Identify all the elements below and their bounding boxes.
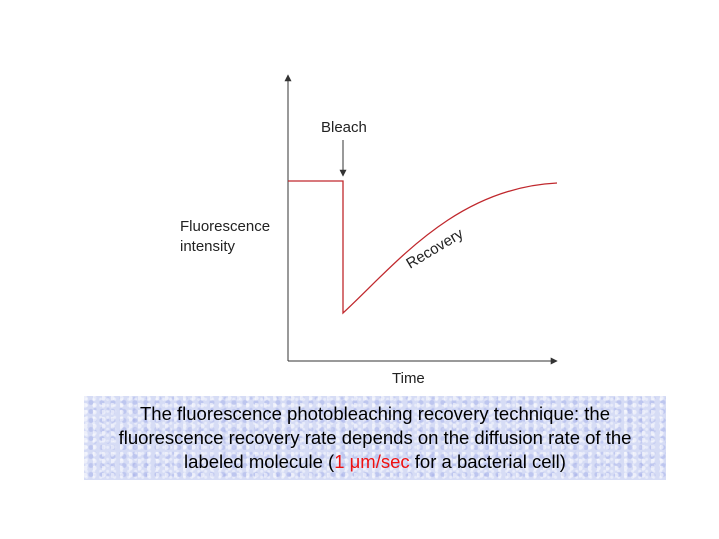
x-axis-label: Time bbox=[392, 370, 425, 387]
recovery-label: Recovery bbox=[403, 225, 466, 272]
y-axis-label-line1: Fluorescence bbox=[180, 218, 270, 235]
caption-part1: The fluorescence photobleaching recovery… bbox=[118, 403, 632, 472]
caption-text: The fluorescence photobleaching recovery… bbox=[92, 402, 658, 474]
caption-part2: for a bacterial cell) bbox=[409, 451, 566, 472]
fluorescence-curve bbox=[288, 180, 558, 315]
y-axis-label-line2: intensity bbox=[180, 238, 236, 255]
caption-highlight: 1 μm/sec bbox=[334, 451, 410, 472]
bleach-label: Bleach bbox=[321, 119, 367, 136]
caption-box: The fluorescence photobleaching recovery… bbox=[84, 396, 666, 480]
